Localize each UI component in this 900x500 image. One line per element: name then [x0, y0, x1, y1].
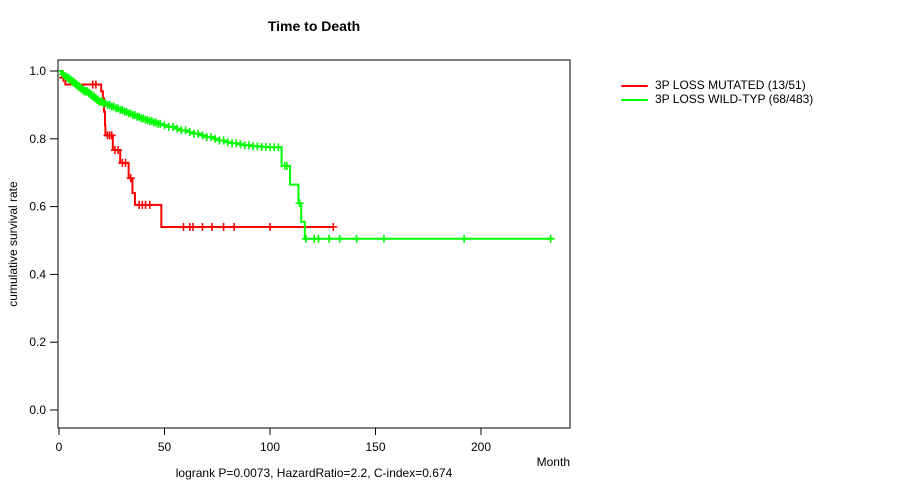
y-axis-label: cumulative survival rate — [6, 181, 20, 307]
stats-caption: logrank P=0.0073, HazardRatio=2.2, C-ind… — [175, 466, 453, 480]
legend-entry-wildtype: 3P LOSS WILD-TYP (68/483) — [621, 93, 813, 106]
x-axis-label: Month — [536, 455, 570, 469]
legend-entry-mutated: 3P LOSS MUTATED (13/51) — [621, 79, 813, 92]
svg-text:0.0: 0.0 — [29, 403, 46, 417]
x-axis: 0 50 100 150 200 — [56, 428, 491, 454]
svg-text:0.4: 0.4 — [29, 267, 46, 281]
legend-label-wildtype: 3P LOSS WILD-TYP (68/483) — [655, 92, 814, 106]
svg-text:0.6: 0.6 — [29, 200, 46, 214]
svg-text:0.2: 0.2 — [29, 335, 46, 349]
legend-line-wildtype-icon — [621, 98, 648, 101]
svg-text:50: 50 — [158, 440, 172, 454]
series-wildtype — [59, 70, 555, 243]
legend-line-mutated-icon — [621, 84, 648, 87]
survival-curve — [59, 70, 553, 240]
svg-text:1.0: 1.0 — [29, 64, 46, 78]
chart-title: Time to Death — [267, 18, 361, 34]
svg-text:0.8: 0.8 — [29, 132, 46, 146]
svg-text:200: 200 — [471, 440, 491, 454]
legend: 3P LOSS MUTATED (13/51) 3P LOSS WILD-TYP… — [621, 79, 813, 106]
series-mutated — [59, 70, 338, 231]
legend-label-mutated: 3P LOSS MUTATED (13/51) — [655, 78, 806, 92]
svg-text:150: 150 — [365, 440, 385, 454]
plot-box — [57, 59, 571, 429]
survival-curve — [59, 70, 334, 228]
svg-text:0: 0 — [56, 440, 63, 454]
svg-text:100: 100 — [260, 440, 280, 454]
y-axis: 0.0 0.2 0.4 0.6 0.8 1.0 — [29, 64, 58, 417]
